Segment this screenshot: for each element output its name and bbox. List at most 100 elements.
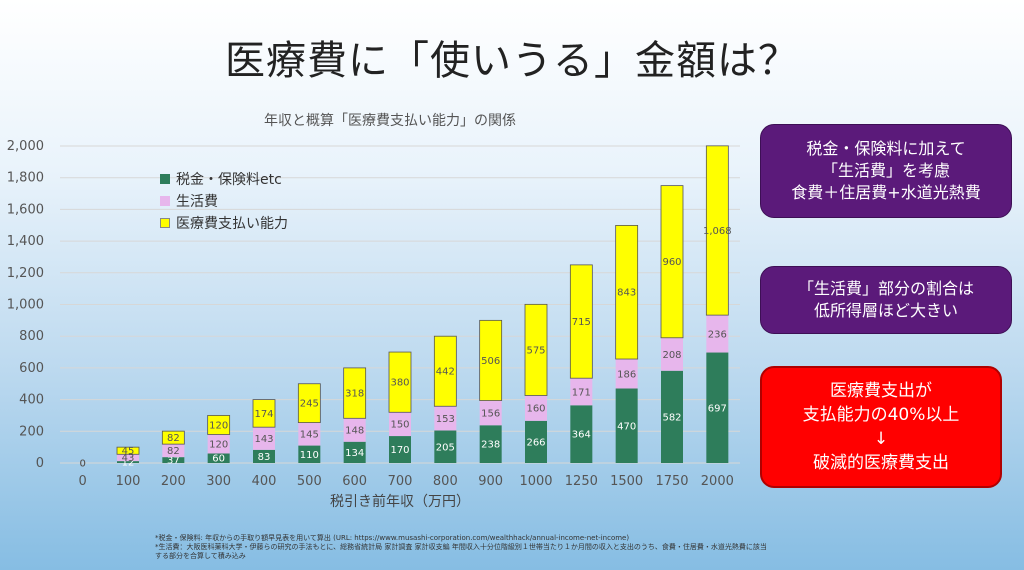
bar-segment: [615, 225, 639, 360]
data-label: 318: [345, 389, 364, 400]
y-tick-label: 600: [19, 361, 44, 376]
callout-3-line-2: 支払能力の40%以上: [802, 405, 960, 425]
data-label: 582: [662, 412, 681, 423]
bar-segment: [116, 446, 140, 455]
bar-segment: [661, 337, 683, 371]
callout-1-line-1: 税金・保険料に加えて: [806, 139, 966, 158]
bar-segment: [479, 425, 502, 463]
y-tick-label: 1,800: [7, 171, 44, 186]
data-label: 174: [254, 409, 273, 420]
data-label: 364: [572, 430, 591, 441]
data-label: 110: [300, 450, 319, 461]
bar-segment: [434, 430, 457, 463]
x-tick-label: 1250: [565, 474, 598, 489]
bar-segment: [389, 436, 411, 463]
data-label: 575: [526, 345, 545, 356]
legend-swatch-living: [160, 196, 170, 206]
slide-title: 医療費に「使いうる」金額は？: [225, 38, 799, 84]
x-tick-label: 2000: [701, 474, 734, 489]
footnote-1: *税金・保険料: 年収からの手取り額早見表を用いて算出 (URL: https:…: [155, 534, 630, 542]
x-tick-label: 600: [342, 474, 367, 489]
bar-segment: [162, 457, 185, 463]
legend-item-tax: 税金・保険料etc: [160, 168, 288, 190]
data-label: 143: [254, 434, 273, 445]
legend-label-living: 生活費: [176, 194, 218, 210]
y-tick-label: 2,000: [7, 139, 44, 154]
bar-segment: [570, 378, 593, 406]
callout-3-line-3: 破滅的医療費支出: [813, 453, 949, 473]
bar-segment: [705, 145, 729, 316]
data-label: 960: [662, 257, 681, 268]
data-label: 60: [212, 454, 225, 465]
data-label: 236: [708, 329, 727, 340]
bar-segment: [615, 359, 638, 389]
data-label: 150: [390, 420, 409, 431]
bar-segment: [706, 315, 729, 353]
y-tick-label: 1,200: [7, 266, 44, 281]
x-tick-label: 0: [79, 474, 87, 489]
callout-low-income: 「生活費」部分の割合は 低所得層ほど大きい: [760, 266, 1012, 334]
data-label: 697: [708, 403, 727, 414]
footnote-3: する部分を合算して積み込み: [155, 552, 246, 560]
bar-segment: [162, 444, 185, 458]
data-label: 186: [617, 369, 636, 380]
bar-segment: [117, 454, 139, 462]
legend-swatch-tax: [160, 174, 170, 184]
y-tick-label: 1,400: [7, 234, 44, 249]
x-tick-label: 300: [206, 474, 231, 489]
bar-segment: [479, 400, 502, 426]
callout-1-line-2: 「生活費」を考慮: [821, 161, 950, 180]
y-tick-label: 1,600: [7, 202, 44, 217]
bar-segment: [343, 367, 367, 419]
data-label: 170: [390, 445, 409, 456]
bar-segment: [388, 351, 412, 413]
data-label: 12: [122, 458, 135, 469]
footnotes: *税金・保険料: 年収からの手取り額早見表を用いて算出 (URL: https:…: [155, 534, 915, 561]
data-label: 266: [526, 437, 545, 448]
legend-label-tax: 税金・保険料etc: [176, 172, 282, 188]
x-tick-label: 400: [252, 474, 277, 489]
bar-segment: [207, 434, 230, 454]
legend-swatch-medical: [160, 218, 170, 228]
bar-segment: [433, 335, 457, 407]
bar-segment: [569, 264, 593, 379]
callout-2-line-2: 低所得層ほど大きい: [813, 301, 958, 320]
x-tick-label: 100: [116, 474, 141, 489]
y-tick-labels: 0 200 400 600 800 1,000 1,200 1,400 1,600 1,800 2,…: [7, 139, 44, 471]
x-tick-label: 800: [433, 474, 458, 489]
data-label: 1,068: [703, 226, 732, 237]
data-label: 0: [79, 459, 85, 470]
bar-segment: [252, 399, 276, 428]
footnote-2: *生活費：大阪医科薬科大学・伊藤らの研究の手法もとに、総務省統計局 家計調査 家…: [155, 543, 767, 551]
data-label: 160: [526, 404, 545, 415]
bar-segment: [434, 406, 457, 431]
bar-segment: [297, 383, 321, 423]
data-label: 37: [167, 456, 180, 467]
bar-segment: [479, 319, 503, 401]
y-tick-label: 200: [19, 424, 44, 439]
x-tick-label: 1000: [519, 474, 552, 489]
callout-living-cost: 税金・保険料に加えて 「生活費」を考慮 食費＋住居費+水道光熱費: [760, 124, 1012, 218]
data-label: 83: [258, 452, 271, 463]
data-label: 715: [572, 317, 591, 328]
callout-2-line-1: 「生活費」部分の割合は: [797, 279, 974, 298]
data-label: 153: [436, 414, 455, 425]
legend-item-medical: 医療費支払い能力: [160, 212, 288, 234]
y-tick-label: 0: [36, 456, 44, 471]
y-tick-label: 800: [19, 329, 44, 344]
x-tick-label: 1750: [655, 474, 688, 489]
bar-segment: [161, 430, 185, 445]
bar-segment: [207, 453, 230, 463]
callout-3-line-1: 医療費支出が: [830, 381, 932, 401]
data-label: 148: [345, 426, 364, 437]
bar-segment: [524, 303, 548, 396]
bar-segment: [615, 388, 638, 463]
stacked-bar-chart: 02004006008001,0001,2001,4001,6001,8002,…: [7, 139, 740, 510]
bar-segment: [660, 185, 684, 339]
data-label: 0: [79, 459, 85, 470]
data-label: 470: [617, 421, 636, 432]
data-label: 0: [79, 459, 85, 470]
bar-segment: [253, 449, 275, 463]
y-tick-label: 400: [19, 393, 44, 408]
x-tick-label: 200: [161, 474, 186, 489]
